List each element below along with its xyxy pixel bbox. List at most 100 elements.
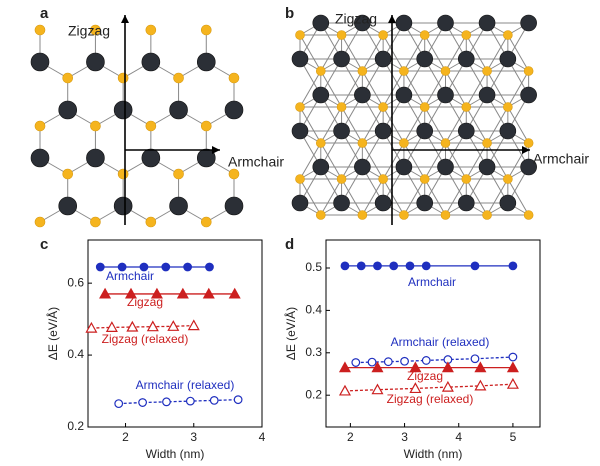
bond (403, 142, 426, 180)
atom-metal (395, 86, 413, 104)
atom-metal (30, 148, 50, 168)
marker (209, 395, 219, 405)
lattice-a (30, 24, 244, 228)
atom-metal (499, 50, 517, 68)
bond (299, 106, 322, 144)
atom-metal (416, 50, 434, 68)
atom-s (399, 66, 409, 76)
atom-s (523, 138, 534, 148)
bond (486, 70, 509, 108)
atom-metal (520, 158, 537, 176)
bond (403, 34, 426, 72)
series-label: Armchair (106, 269, 154, 283)
marker (508, 261, 518, 271)
axis-name: Zigzag (335, 11, 377, 27)
bond (445, 142, 467, 180)
marker (367, 357, 377, 367)
series-label: Zigzag (127, 295, 163, 309)
bond (320, 34, 343, 72)
marker (409, 382, 422, 394)
marker (421, 356, 431, 365)
atom-s (173, 168, 184, 180)
panel-label: d (285, 236, 294, 253)
x-tick-label: 3 (401, 430, 408, 444)
atom-s (357, 138, 368, 148)
marker (508, 352, 518, 362)
bond (361, 178, 384, 216)
atom-metal (478, 86, 496, 104)
bond (382, 70, 405, 108)
bond (465, 142, 488, 180)
bond (424, 106, 446, 144)
bond (361, 34, 384, 72)
atom-metal (141, 148, 161, 168)
atom-s (503, 174, 513, 184)
atom-s (200, 120, 212, 132)
atom-s (399, 210, 409, 220)
atom-s (228, 168, 240, 180)
atom-s (378, 174, 388, 184)
marker (138, 398, 147, 407)
series-line (355, 356, 513, 364)
marker (470, 354, 480, 364)
marker (162, 397, 171, 407)
marker (405, 261, 415, 271)
atom-s (503, 30, 513, 40)
bond (341, 70, 363, 108)
atom-s (336, 102, 347, 112)
bond (445, 106, 467, 144)
atom-s (503, 102, 513, 112)
bond (424, 178, 446, 216)
marker (474, 379, 487, 391)
bond (361, 142, 384, 180)
atom-metal (333, 50, 350, 68)
bond (507, 106, 530, 144)
atom-metal (113, 100, 133, 120)
atom-metal (416, 122, 434, 140)
marker (389, 261, 399, 271)
y-tick-label: 0.4 (67, 347, 84, 361)
series-label: Zigzag (relaxed) (387, 392, 474, 406)
bond (465, 178, 488, 216)
atom-s (461, 174, 472, 184)
atom-s (62, 72, 74, 84)
atom-metal (30, 52, 50, 72)
marker (105, 321, 118, 332)
marker (474, 361, 487, 373)
atom-s (461, 30, 472, 40)
bond (299, 70, 322, 108)
atom-metal (457, 194, 475, 212)
bond (341, 142, 363, 180)
atom-s (315, 210, 326, 220)
axis-name: Zigzag (68, 23, 110, 39)
series-label: Zigzag (relaxed) (102, 332, 189, 346)
series-label: Armchair (408, 275, 456, 289)
bond (341, 34, 363, 72)
atom-metal (354, 14, 371, 32)
marker (233, 395, 243, 405)
atom-s (378, 102, 388, 112)
atom-s (315, 66, 326, 76)
atom-metal (354, 158, 371, 176)
atom-s (357, 66, 368, 76)
panel-label: c (40, 236, 48, 253)
atom-s (440, 66, 451, 76)
bond (382, 142, 405, 180)
bond (445, 178, 467, 216)
marker (356, 261, 366, 271)
bond (507, 178, 530, 216)
marker (470, 261, 480, 271)
atom-metal (169, 100, 188, 120)
x-tick-label: 4 (259, 430, 266, 444)
bond (486, 34, 509, 72)
bond (465, 70, 488, 108)
atom-s (117, 168, 129, 180)
bond (486, 178, 509, 216)
series-line (91, 324, 194, 329)
atom-s (336, 30, 347, 40)
bond (299, 178, 322, 216)
bond (320, 178, 343, 216)
arrow-head (388, 15, 396, 23)
arrow-head (121, 15, 129, 23)
